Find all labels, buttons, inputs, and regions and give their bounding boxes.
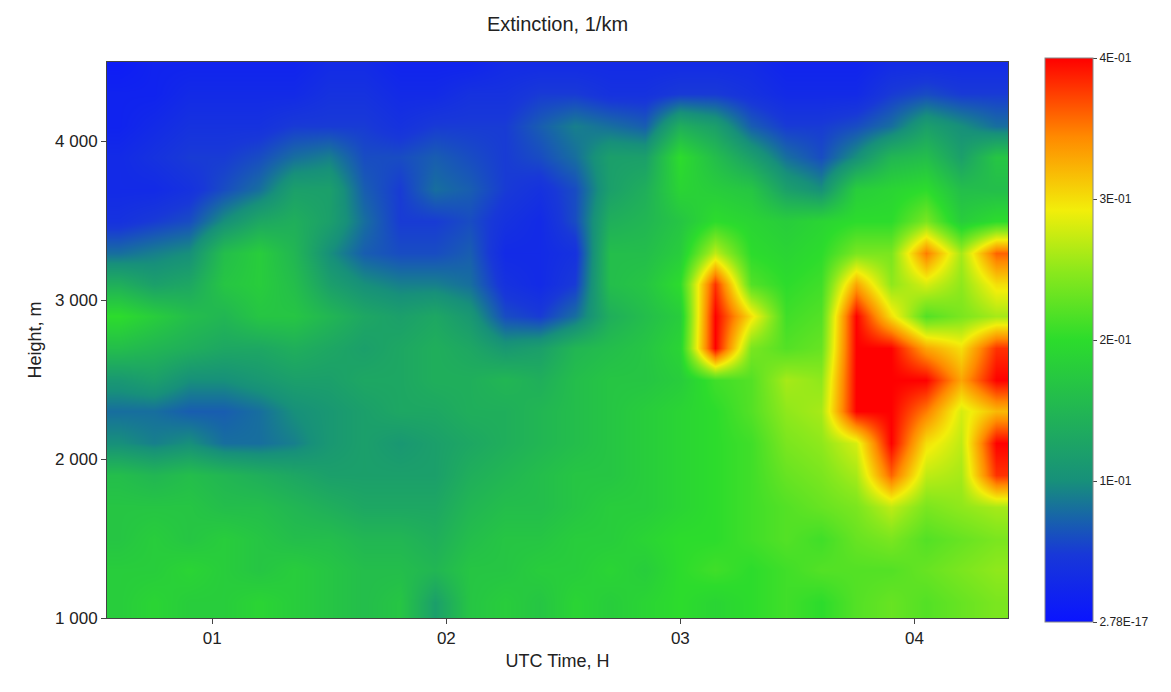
svg-text:2.78E-17: 2.78E-17 — [1099, 615, 1148, 629]
svg-text:4E-01: 4E-01 — [1099, 51, 1131, 65]
svg-text:04: 04 — [905, 629, 924, 648]
svg-text:3E-01: 3E-01 — [1099, 192, 1131, 206]
svg-text:Extinction, 1/km: Extinction, 1/km — [487, 13, 628, 35]
svg-text:1E-01: 1E-01 — [1099, 474, 1131, 488]
svg-text:Height, m: Height, m — [25, 301, 45, 378]
svg-text:2 000: 2 000 — [55, 450, 98, 469]
svg-text:03: 03 — [671, 629, 690, 648]
svg-text:UTC Time, H: UTC Time, H — [505, 651, 609, 671]
svg-text:01: 01 — [203, 629, 222, 648]
svg-text:1 000: 1 000 — [55, 609, 98, 628]
svg-text:3 000: 3 000 — [55, 291, 98, 310]
svg-text:4 000: 4 000 — [55, 132, 98, 151]
svg-text:02: 02 — [437, 629, 456, 648]
svg-text:2E-01: 2E-01 — [1099, 333, 1131, 347]
